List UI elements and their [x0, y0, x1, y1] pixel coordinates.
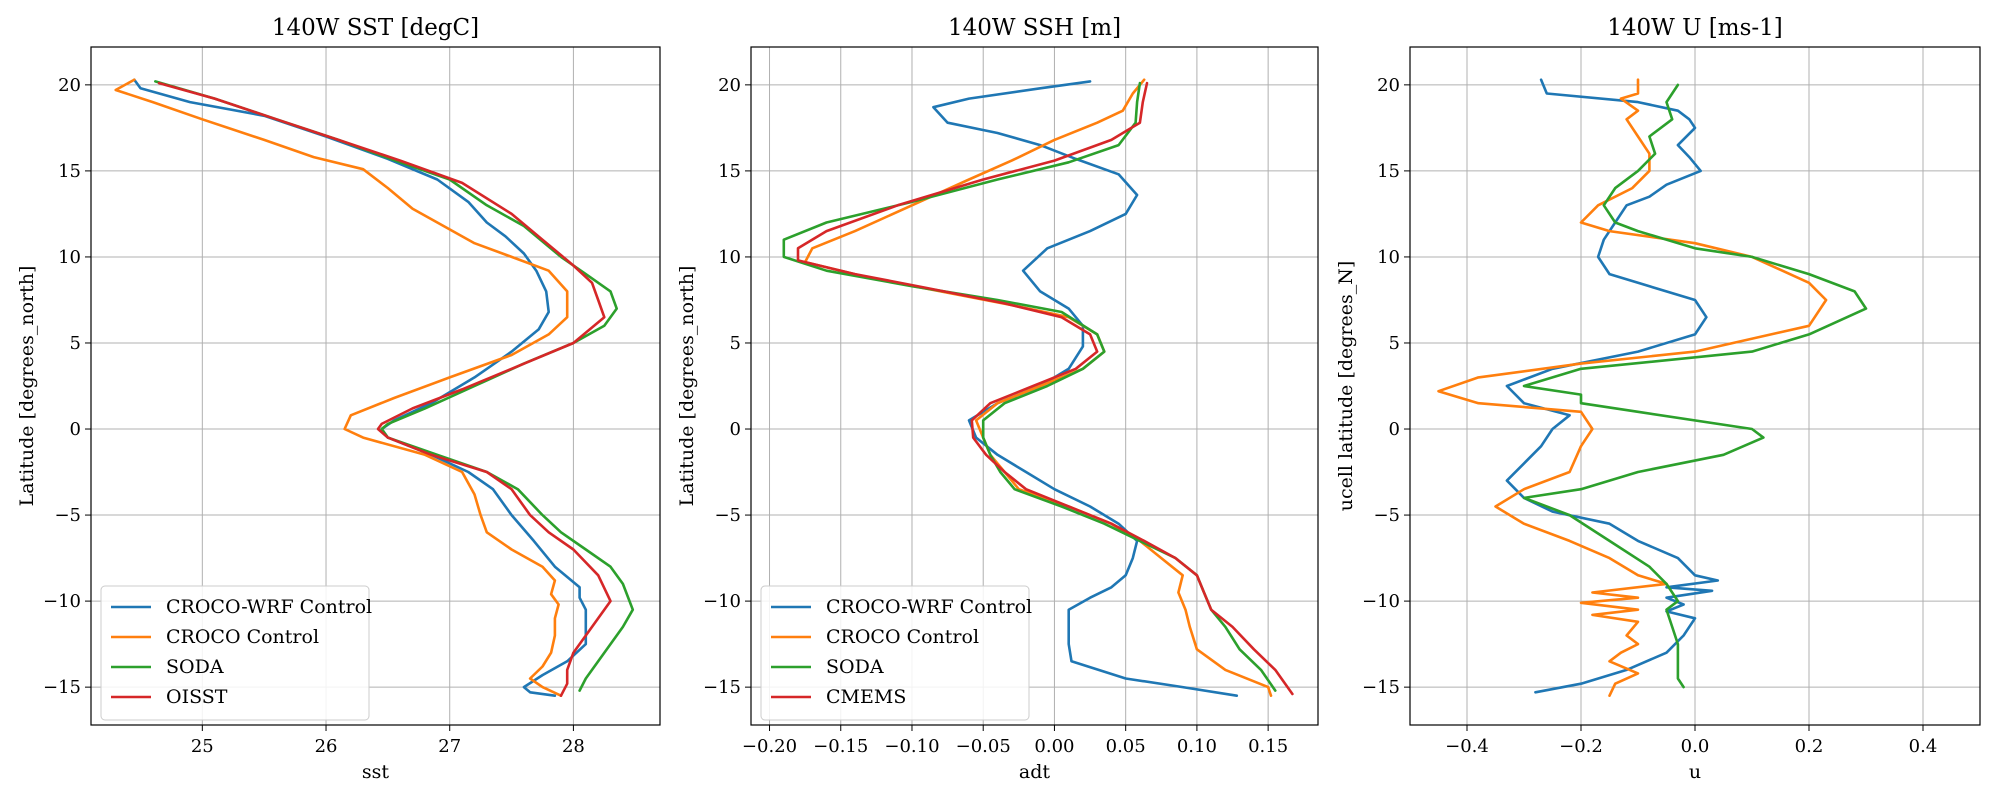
- sst-panel: 25 26 27 28 −15 −10 −5 0 5 10 15 20 140W SST [degC] s…: [16, 15, 661, 783]
- y-tick-label: −5: [714, 505, 741, 526]
- series-group: [114, 78, 635, 697]
- series-line-croco-control: [114, 78, 569, 697]
- x-tick-label: 0.05: [1106, 736, 1146, 757]
- x-tick-label: 27: [438, 736, 461, 757]
- series-line-croco-control: [803, 78, 1273, 697]
- y-tick-label: 20: [718, 75, 741, 96]
- x-tick-label: 0.2: [1795, 736, 1824, 757]
- legend-box: [100, 585, 370, 721]
- legend-label: CROCO-WRF Control: [166, 596, 372, 618]
- y-axis-label: Latitude [degrees_north]: [16, 266, 38, 507]
- legend-label: OISST: [166, 686, 228, 708]
- x-tick-label: 0.00: [1034, 736, 1074, 757]
- legend: CROCO-WRF Control CROCO Control SODA OISST: [100, 585, 372, 721]
- y-tick-label: −15: [703, 677, 741, 698]
- legend-label: CMEMS: [826, 686, 906, 708]
- x-axis-label: sst: [362, 761, 390, 783]
- chart-title: 140W SSH [m]: [948, 15, 1121, 41]
- series-line-cmems: [796, 81, 1294, 696]
- legend-label: CROCO-WRF Control: [826, 596, 1032, 618]
- y-tick-label: 20: [58, 75, 81, 96]
- u-panel: −0.4 −0.2 0.0 0.2 0.4 −15 −10 −5 0 5 10 15 20 140W U …: [1335, 15, 1981, 783]
- y-tick-label: 0: [730, 419, 741, 440]
- y-tick-label: 10: [1377, 247, 1400, 268]
- x-tick-label: −0.2: [1559, 736, 1603, 757]
- y-tick-label: −10: [1362, 591, 1400, 612]
- x-tick-label: 0.4: [1909, 736, 1938, 757]
- y-tick-label: 0: [1389, 419, 1400, 440]
- x-tick-label: 0.15: [1248, 736, 1288, 757]
- y-tick-label: 5: [730, 333, 741, 354]
- axes-frame: [90, 46, 661, 726]
- x-tick-label: −0.10: [884, 736, 939, 757]
- y-axis-label: ucell latitude [degrees_N]: [1335, 261, 1357, 512]
- y-tick-label: 5: [70, 333, 81, 354]
- legend-label: SODA: [826, 656, 884, 678]
- legend-label: CROCO Control: [166, 626, 319, 648]
- x-tick-label: 26: [315, 736, 338, 757]
- x-tick-label: −0.20: [742, 736, 797, 757]
- y-tick-label: 0: [70, 419, 81, 440]
- y-tick-label: −15: [43, 677, 81, 698]
- series-line-soda: [1522, 83, 1868, 689]
- legend-label: CROCO Control: [826, 626, 979, 648]
- series-line-oisst: [157, 81, 612, 697]
- y-tick-label: −5: [54, 505, 81, 526]
- legend-label: SODA: [166, 656, 224, 678]
- x-tick-label: 0.0: [1681, 736, 1710, 757]
- y-tick-label: 10: [58, 247, 81, 268]
- x-tick-label: −0.15: [813, 736, 868, 757]
- y-tick-label: 10: [718, 247, 741, 268]
- y-tick-label: −10: [703, 591, 741, 612]
- y-tick-label: 15: [1377, 161, 1400, 182]
- x-axis-label: u: [1689, 761, 1701, 783]
- series-group: [782, 78, 1294, 697]
- y-tick-label: 5: [1389, 333, 1400, 354]
- series-group: [1437, 78, 1868, 697]
- x-tick-label: −0.4: [1445, 736, 1489, 757]
- y-tick-label: −5: [1373, 505, 1400, 526]
- y-tick-label: 15: [58, 161, 81, 182]
- series-line-croco-control: [1437, 78, 1828, 697]
- ssh-panel: −0.20 −0.15 −0.10 −0.05 0.00 0.05 0.10 0.15 −15 −…: [676, 15, 1319, 783]
- chart-title: 140W SST [degC]: [272, 15, 479, 41]
- axes-frame: [750, 46, 1319, 726]
- x-axis-label: adt: [1019, 761, 1050, 783]
- y-tick-label: 15: [718, 161, 741, 182]
- x-tick-label: 25: [191, 736, 214, 757]
- y-tick-label: −10: [43, 591, 81, 612]
- legend: CROCO-WRF Control CROCO Control SODA CMEMS: [760, 585, 1032, 721]
- x-tick-label: −0.05: [956, 736, 1011, 757]
- y-axis-label: Latitude [degrees_north]: [676, 266, 698, 507]
- x-tick-label: 0.10: [1177, 736, 1217, 757]
- chart-title: 140W U [ms-1]: [1607, 15, 1783, 41]
- x-tick-label: 28: [562, 736, 585, 757]
- y-tick-label: −15: [1362, 677, 1400, 698]
- legend-box: [760, 585, 1030, 721]
- series-line-soda: [154, 80, 635, 692]
- y-tick-label: 20: [1377, 75, 1400, 96]
- series-line-croco-wrf-control: [1505, 78, 1720, 694]
